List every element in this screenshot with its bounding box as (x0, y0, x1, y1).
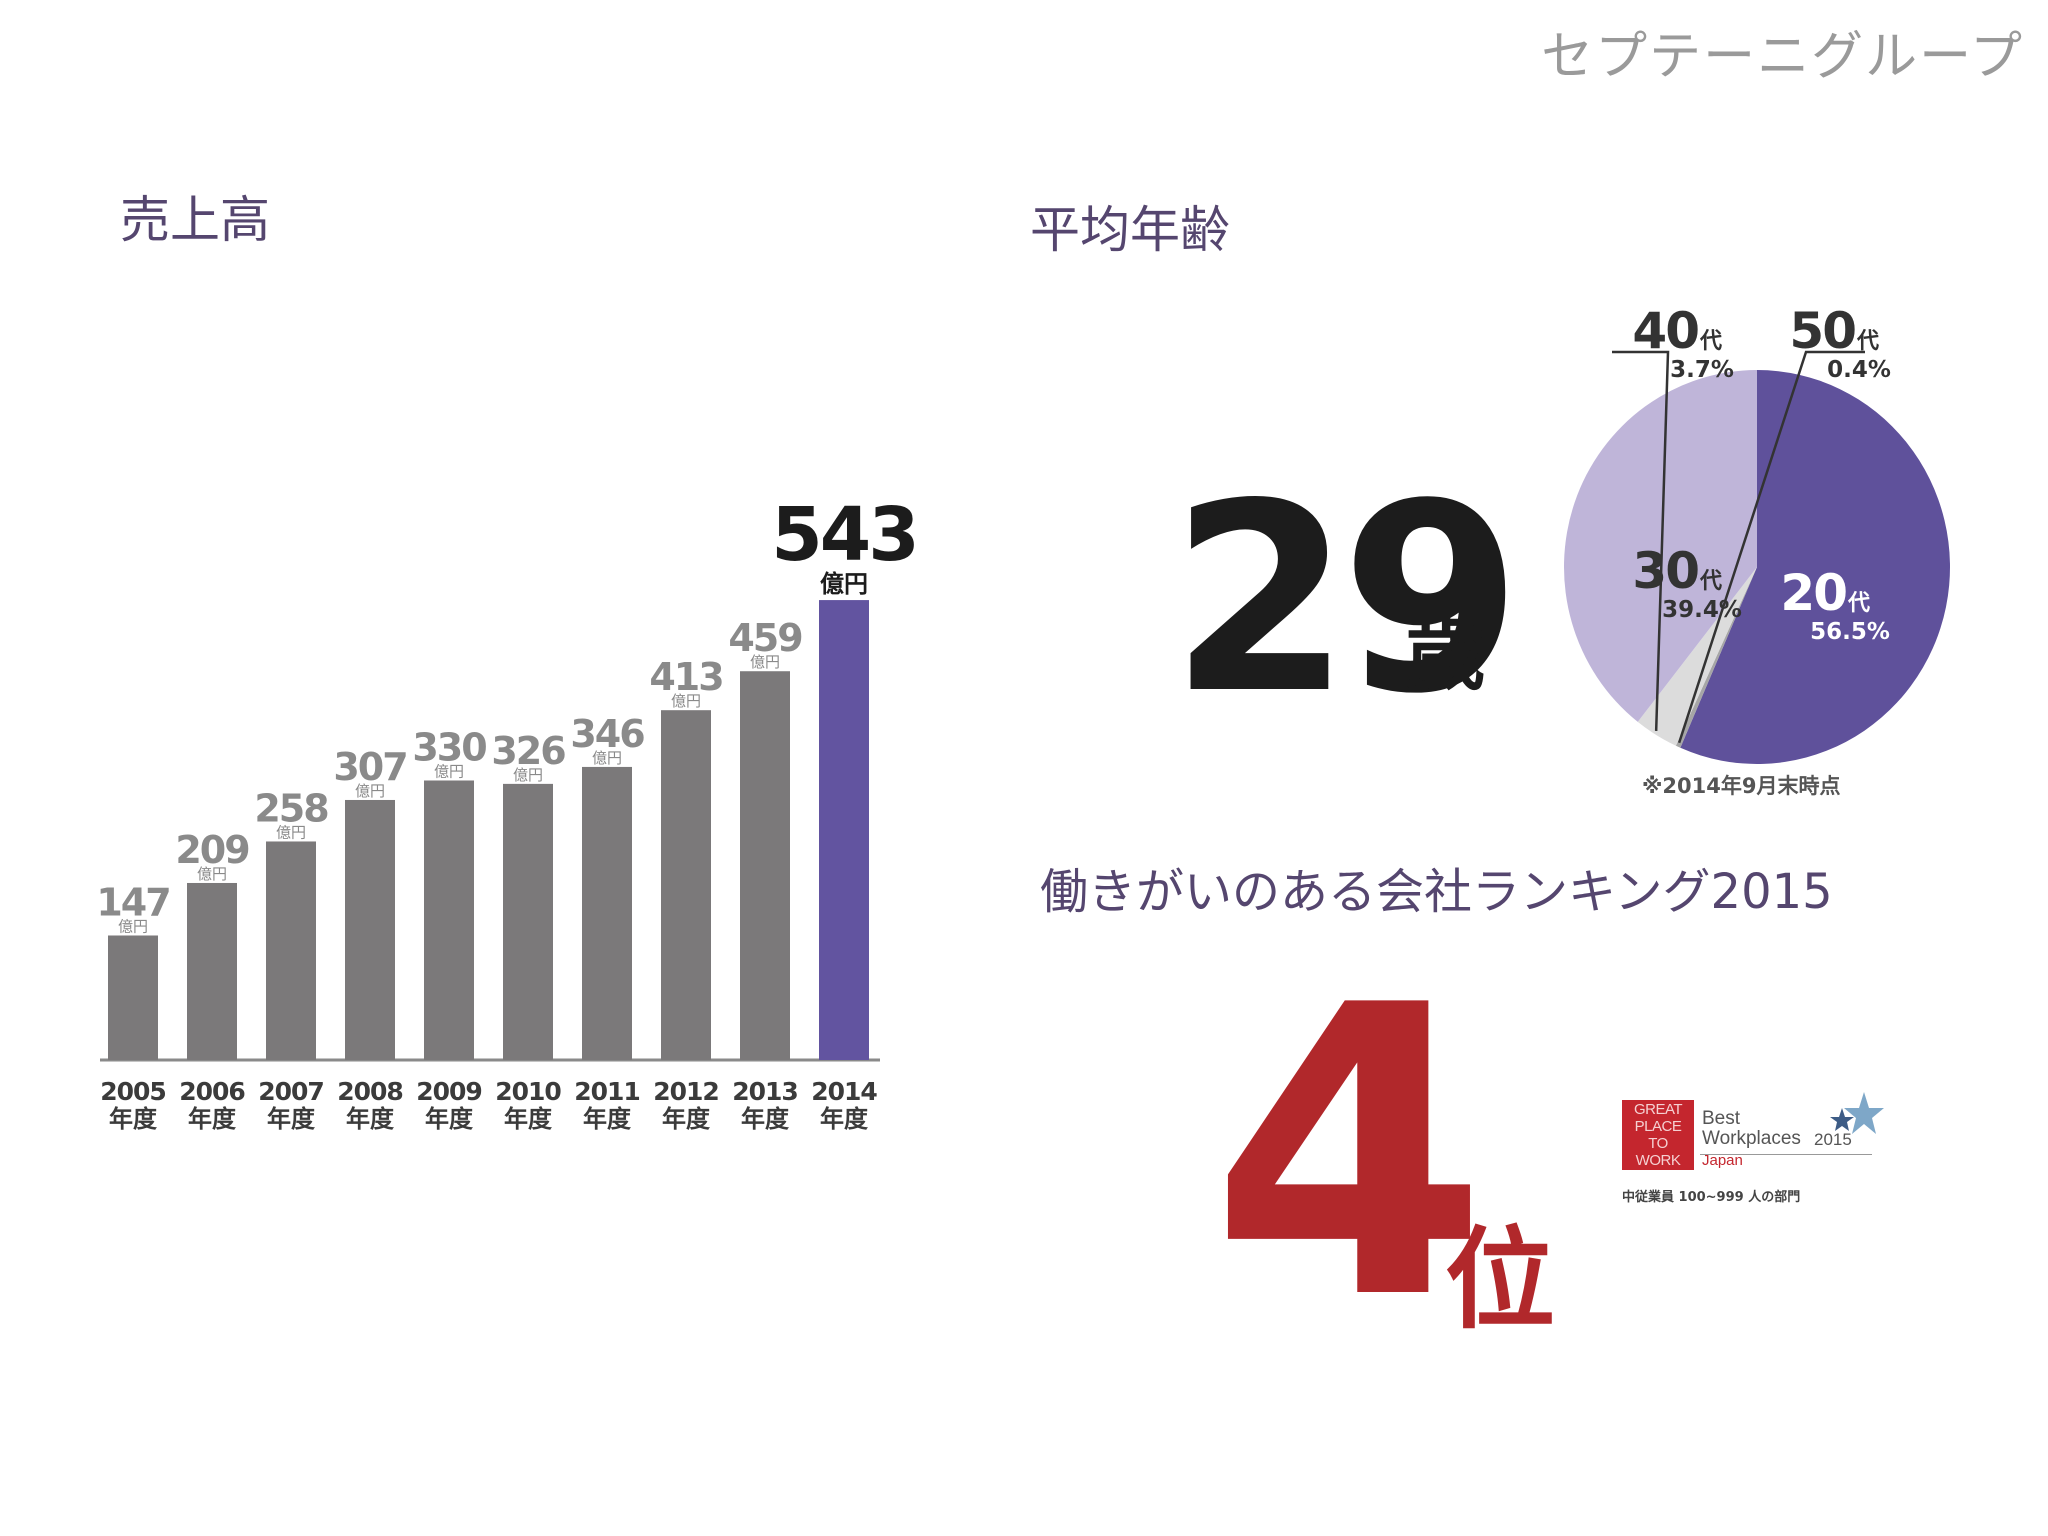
leader-line-40 (1612, 350, 1670, 732)
bar-value-label: 543 (771, 492, 916, 578)
bar-2011 (582, 766, 632, 1060)
bar-2012 (661, 710, 711, 1060)
x-tick-label: 2008 (337, 1077, 403, 1106)
bar-value-label: 258 (254, 786, 328, 830)
pie-slice-50 (1675, 567, 1757, 748)
rank-unit: 位 (1445, 1216, 1555, 1344)
pie-label-unit: 代 (1699, 329, 1722, 354)
x-tick-suffix: 年度 (425, 1105, 474, 1133)
x-tick-label: 2011 (574, 1077, 640, 1106)
x-tick-suffix: 年度 (504, 1105, 553, 1133)
x-tick-suffix: 年度 (109, 1105, 158, 1133)
bar-value-label: 326 (491, 729, 565, 773)
x-tick-suffix: 年度 (267, 1105, 316, 1133)
ranking-title: 働きがいのある会社ランキング2015 (1040, 864, 1833, 920)
pie-label-20: 20 (1780, 564, 1846, 622)
pie-label-unit: 代 (1699, 569, 1722, 594)
x-tick-suffix: 年度 (188, 1105, 237, 1133)
bar-2005 (108, 935, 158, 1060)
bar-2014 (819, 600, 869, 1060)
bar-value-label: 413 (649, 655, 722, 699)
pie-label-30: 30 (1632, 542, 1698, 600)
bar-2007 (266, 841, 316, 1060)
rank-number: 4 (1210, 922, 1489, 1387)
average-age-unit: 歳 (1405, 608, 1485, 701)
x-tick-label: 2009 (416, 1077, 482, 1106)
x-tick-suffix: 年度 (583, 1105, 632, 1133)
x-tick-suffix: 年度 (820, 1105, 869, 1133)
bar-2008 (345, 799, 395, 1060)
age-note: ※2014年9月末時点 (1642, 774, 1841, 798)
pie-pct-label: 39.4% (1662, 597, 1742, 623)
pie-slice-20 (1680, 370, 1950, 764)
bar-value-label: 147 (96, 880, 169, 924)
badge-divider (1700, 1154, 1872, 1155)
bar-2006 (187, 882, 237, 1060)
age-title: 平均年齢 (1030, 201, 1230, 259)
bar-unit-label: 億円 (434, 762, 464, 780)
bar-value-label: 307 (333, 745, 406, 789)
x-tick-label: 2012 (653, 1077, 719, 1106)
bar-unit-label: 億円 (820, 570, 868, 598)
bar-unit-label: 億円 (592, 749, 622, 767)
pie-pct-label: 3.7% (1670, 357, 1734, 383)
bar-unit-label: 億円 (118, 917, 148, 935)
x-tick-label: 2014 (811, 1077, 877, 1106)
bar-2010 (503, 783, 553, 1060)
bar-value-label: 209 (175, 828, 249, 872)
badge-best: Best (1702, 1108, 1741, 1129)
bar-unit-label: 億円 (513, 766, 543, 784)
average-age-value: 29 (1170, 449, 1522, 751)
bar-unit-label: 億円 (671, 692, 701, 710)
bar-unit-label: 億円 (355, 782, 385, 800)
company-name: セプテーニグループ (1541, 27, 2024, 87)
bar-unit-label: 億円 (276, 823, 306, 841)
bar-2009 (424, 780, 474, 1060)
badge-workplaces: Workplaces (1702, 1128, 1801, 1149)
star-icon (1830, 1092, 1884, 1134)
badge-year: 2015 (1814, 1130, 1852, 1149)
bar-value-label: 330 (412, 725, 486, 769)
pie-pct-label: 0.4% (1827, 357, 1891, 383)
sales-title: 売上高 (120, 191, 270, 249)
pie-label-40: 40 (1632, 302, 1698, 360)
pie-slice-40 (1637, 567, 1757, 746)
x-tick-label: 2007 (258, 1077, 324, 1106)
x-tick-suffix: 年度 (662, 1105, 711, 1133)
age-pie-chart: 20 代56.5%30 代39.4%40 代3.7%50 代0.4% (1564, 302, 1950, 764)
bar-unit-label: 億円 (750, 653, 780, 671)
bar-unit-label: 億円 (197, 865, 227, 883)
gptw-badge: GREAT PLACE TO WORK Best Workplaces 2015… (1622, 1090, 1902, 1210)
x-tick-label: 2013 (732, 1077, 798, 1106)
bar-value-label: 346 (570, 712, 644, 756)
pie-label-unit: 代 (1847, 591, 1870, 616)
pie-label-50: 50 (1789, 302, 1855, 360)
x-tick-suffix: 年度 (346, 1105, 395, 1133)
badge-country: Japan (1702, 1152, 1743, 1169)
pie-label-unit: 代 (1856, 329, 1879, 354)
badge-category: 中従業員 100~999 人の部門 (1622, 1190, 1801, 1205)
x-tick-suffix: 年度 (741, 1105, 790, 1133)
x-tick-label: 2010 (495, 1077, 561, 1106)
leader-line-50 (1677, 350, 1865, 744)
pie-slice-30 (1564, 370, 1757, 722)
bar-2013 (740, 671, 790, 1060)
gptw-logo: GREAT PLACE TO WORK (1622, 1100, 1694, 1170)
bar-value-label: 459 (728, 616, 802, 660)
x-tick-label: 2006 (179, 1077, 245, 1106)
sales-bar-chart: 147億円2005年度209億円2006年度258億円2007年度307億円20… (96, 492, 919, 1133)
x-tick-label: 2005 (100, 1077, 166, 1106)
pie-pct-label: 56.5% (1810, 619, 1890, 645)
